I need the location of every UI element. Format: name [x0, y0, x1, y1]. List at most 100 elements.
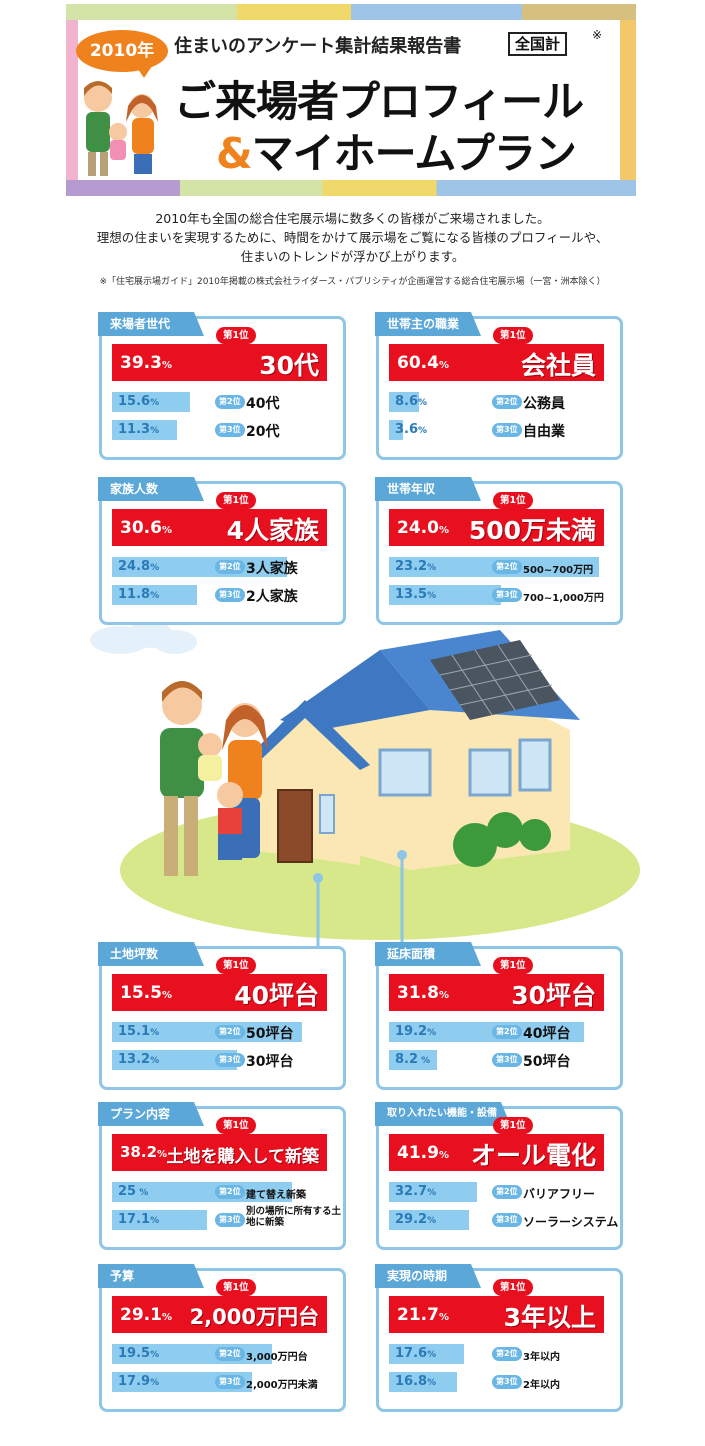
card-title: 延床面積 [375, 942, 481, 966]
rank1-pct: 31.8% [397, 983, 449, 1003]
rank2-row: 19.5% 第2位 3,000万円台 [112, 1344, 342, 1364]
rank2-pct: 15.1% [118, 1024, 160, 1039]
rank1-bar: 24.0% 500万未満 [389, 509, 604, 546]
rank3-badge: 第3位 [215, 588, 245, 602]
rank3-badge: 第3位 [215, 423, 245, 437]
rank3-pct: 8.2 % [395, 1052, 431, 1067]
family-figures [160, 681, 268, 876]
rank2-label: バリアフリー [523, 1187, 596, 1201]
intro-line2: 理想の住まいを実現するために、時間をかけて展示場をご覧になる皆様のプロフィールや… [96, 230, 609, 245]
rank2-row: 24.8% 第2位 3人家族 [112, 557, 342, 577]
rank3-badge: 第3位 [492, 1375, 522, 1389]
rank2-badge: 第2位 [215, 395, 245, 409]
rank3-row: 13.2% 第3位 30坪台 [112, 1050, 342, 1070]
rank1-bar: 39.3% 30代 [112, 344, 327, 381]
rank1-label: 30坪台 [511, 981, 596, 1010]
rank2-bar [389, 1182, 477, 1202]
rank2-badge: 第2位 [215, 1025, 245, 1039]
year-badge: 2010年 [76, 30, 168, 78]
rank3-bar [112, 420, 177, 440]
rank2-row: 19.2% 第2位 40坪台 [389, 1022, 619, 1042]
rank2-label: 公務員 [523, 396, 565, 412]
rank1-label: 3年以上 [503, 1303, 596, 1332]
rank3-row: 8.2 % 第3位 50坪台 [389, 1050, 619, 1070]
rank2-row: 8.6% 第2位 公務員 [389, 392, 619, 412]
header-banner: 2010年 住まいのアンケート集計結果報告書 全国計 ※ ご来場者プロフィール … [66, 4, 636, 196]
rank3-pct: 17.9% [118, 1374, 160, 1389]
card-title: プラン内容 [98, 1102, 204, 1126]
report-title: 住まいのアンケート集計結果報告書 [174, 36, 462, 57]
banner-bottom-stripe [66, 180, 636, 196]
rank2-row: 15.1% 第2位 50坪台 [112, 1022, 342, 1042]
rank2-bar [389, 1344, 464, 1364]
rank3-label: 50坪台 [523, 1054, 571, 1070]
rank2-badge: 第2位 [215, 1347, 245, 1361]
rank2-pct: 8.6% [395, 394, 428, 409]
rank1-badge: 第1位 [216, 492, 256, 509]
rank3-label: 2人家族 [246, 589, 298, 605]
rank2-pct: 24.8% [118, 559, 160, 574]
rank1-bar: 30.6% 4人家族 [112, 509, 327, 546]
card-budget: 予算 第1位 29.1% 2,000万円台 19.5% 第2位 3,000万円台… [99, 1268, 346, 1412]
rank1-pct: 41.9% [397, 1143, 449, 1163]
rank2-label: 3,000万円台 [246, 1352, 308, 1363]
card-family-size: 家族人数 第1位 30.6% 4人家族 24.8% 第2位 3人家族 11.8%… [99, 481, 346, 625]
ampersand: & [216, 129, 253, 178]
rank1-label: 500万未満 [468, 516, 596, 545]
family-illustration-small [84, 81, 158, 176]
main-title-line1: ご来場者プロフィール [174, 77, 584, 126]
rank2-badge: 第2位 [492, 1025, 522, 1039]
rank3-row: 16.8% 第3位 2年以内 [389, 1372, 619, 1392]
rank2-badge: 第2位 [215, 1185, 245, 1199]
rank1-badge: 第1位 [493, 1117, 533, 1134]
rank3-label: 自由業 [523, 424, 565, 440]
rank1-pct: 60.4% [397, 353, 449, 373]
rank3-label: 2,000万円未満 [246, 1380, 318, 1391]
rank3-label: ソーラーシステム [523, 1215, 619, 1229]
rank3-badge: 第3位 [492, 588, 522, 602]
rank3-row: 17.1% 第3位 別の場所に所有する土地に新築 [112, 1206, 342, 1230]
card-title: 家族人数 [98, 477, 204, 501]
rank1-pct: 30.6% [120, 518, 172, 538]
rank3-row: 11.3% 第3位 20代 [112, 420, 342, 440]
rank1-bar: 38.2% 土地を購入して新築 [112, 1134, 327, 1171]
rank2-bar [389, 1022, 584, 1042]
rank2-label: 500~700万円 [523, 565, 594, 576]
card-title: 世帯主の職業 [375, 312, 481, 336]
card-plan: プラン内容 第1位 38.2% 土地を購入して新築 25 % 第2位 建て替え新… [99, 1106, 346, 1250]
rank1-pct: 39.3% [120, 353, 172, 373]
rank3-bar [389, 585, 501, 605]
rank2-pct: 25 % [118, 1184, 149, 1199]
card-title: 世帯年収 [375, 477, 481, 501]
rank1-pct: 21.7% [397, 1305, 449, 1325]
rank3-pct: 13.2% [118, 1052, 160, 1067]
rank3-bar [389, 1372, 457, 1392]
rank1-bar: 41.9% オール電化 [389, 1134, 604, 1171]
rank2-bar [112, 1182, 292, 1202]
rank3-bar [389, 1210, 469, 1230]
rank2-row: 32.7% 第2位 バリアフリー [389, 1182, 619, 1202]
rank1-label: 土地を購入して新築 [166, 1147, 320, 1167]
rank2-label: 建て替え新築 [246, 1190, 306, 1201]
rank2-bar [112, 392, 190, 412]
card-income: 世帯年収 第1位 24.0% 500万未満 23.2% 第2位 500~700万… [376, 481, 623, 625]
rank2-label: 50坪台 [246, 1026, 294, 1042]
rank2-row: 15.6% 第2位 40代 [112, 392, 342, 412]
rank3-pct: 17.1% [118, 1212, 160, 1227]
rank3-pct: 11.8% [118, 587, 160, 602]
rank3-pct: 29.2% [395, 1212, 437, 1227]
rank3-bar [389, 420, 403, 440]
rank1-bar: 21.7% 3年以上 [389, 1296, 604, 1333]
rank3-bar [112, 1210, 207, 1230]
rank3-badge: 第3位 [492, 1053, 522, 1067]
rank2-label: 40代 [246, 396, 280, 412]
house-family-illustration [90, 620, 640, 950]
note-mark: ※ [592, 28, 603, 42]
rank3-badge: 第3位 [215, 1053, 245, 1067]
rank2-badge: 第2位 [492, 560, 522, 574]
card-title: 土地坪数 [98, 942, 204, 966]
national-label: 全国計 [508, 32, 568, 56]
rank3-bar [112, 1050, 237, 1070]
rank1-badge: 第1位 [493, 492, 533, 509]
rank3-row: 11.8% 第3位 2人家族 [112, 585, 342, 605]
